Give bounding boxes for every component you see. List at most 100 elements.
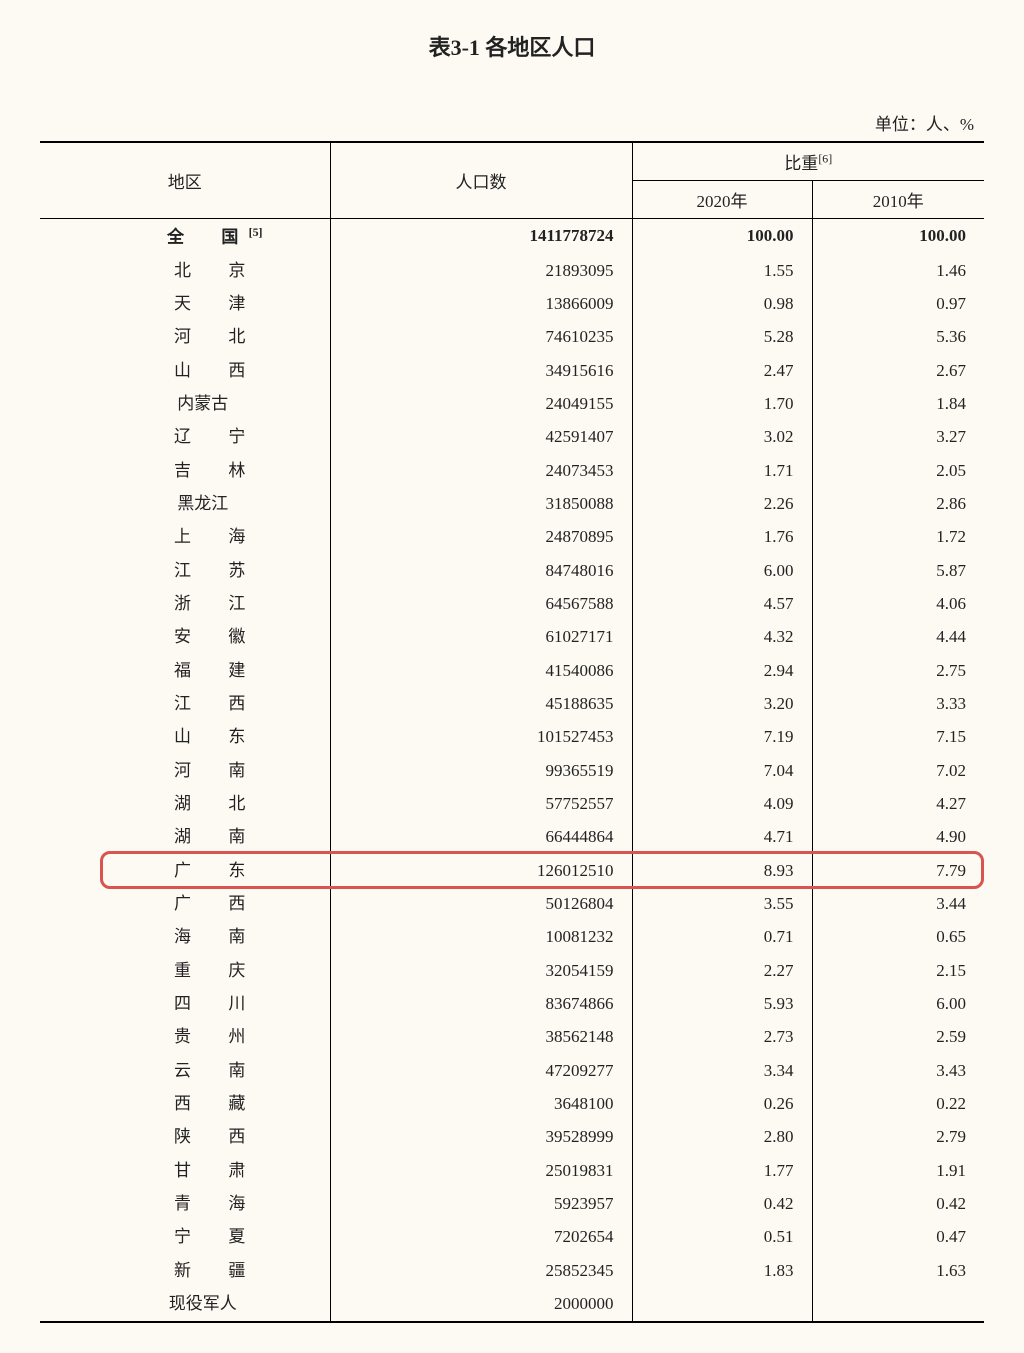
cell-region: 新 疆 xyxy=(40,1254,330,1287)
cell-2010: 3.33 xyxy=(812,687,984,720)
cell-2020: 2.73 xyxy=(632,1021,812,1054)
table-row: 内蒙古240491551.701.84 xyxy=(40,387,984,420)
cell-region: 贵 州 xyxy=(40,1021,330,1054)
table-row: 浙 江645675884.574.06 xyxy=(40,587,984,620)
cell-2020: 3.55 xyxy=(632,888,812,921)
table-row: 山 西349156162.472.67 xyxy=(40,354,984,387)
cell-2010: 7.79 xyxy=(812,854,984,887)
cell-2020: 1.76 xyxy=(632,521,812,554)
cell-population: 13866009 xyxy=(330,287,632,320)
cell-population: 50126804 xyxy=(330,888,632,921)
table-row: 黑龙江318500882.262.86 xyxy=(40,487,984,520)
header-2020: 2020年 xyxy=(632,181,812,219)
cell-2010: 2.79 xyxy=(812,1121,984,1154)
cell-2020: 0.98 xyxy=(632,287,812,320)
cell-2010: 1.91 xyxy=(812,1154,984,1187)
table-body: 全 国[5]1411778724100.00100.00北 京218930951… xyxy=(40,219,984,1323)
cell-region: 陕 西 xyxy=(40,1121,330,1154)
cell-region: 山 西 xyxy=(40,354,330,387)
table-row: 重 庆320541592.272.15 xyxy=(40,954,984,987)
cell-2020: 7.19 xyxy=(632,721,812,754)
cell-2020: 100.00 xyxy=(632,219,812,255)
cell-population: 24073453 xyxy=(330,454,632,487)
cell-region: 四 川 xyxy=(40,988,330,1021)
cell-population: 31850088 xyxy=(330,487,632,520)
table-row: 河 北746102355.285.36 xyxy=(40,321,984,354)
cell-population: 57752557 xyxy=(330,788,632,821)
cell-population: 24049155 xyxy=(330,387,632,420)
cell-region: 河 北 xyxy=(40,321,330,354)
cell-2010: 1.46 xyxy=(812,254,984,287)
cell-2020: 4.09 xyxy=(632,788,812,821)
cell-2010: 7.15 xyxy=(812,721,984,754)
cell-2020: 2.80 xyxy=(632,1121,812,1154)
table-row: 辽 宁425914073.023.27 xyxy=(40,421,984,454)
cell-2020: 1.70 xyxy=(632,387,812,420)
cell-population: 99365519 xyxy=(330,754,632,787)
cell-2020: 0.42 xyxy=(632,1188,812,1221)
cell-2010: 4.44 xyxy=(812,621,984,654)
cell-2020: 3.20 xyxy=(632,687,812,720)
cell-region: 广 西 xyxy=(40,888,330,921)
cell-2020: 3.02 xyxy=(632,421,812,454)
cell-population: 34915616 xyxy=(330,354,632,387)
cell-population: 25852345 xyxy=(330,1254,632,1287)
cell-population: 66444864 xyxy=(330,821,632,854)
cell-population: 41540086 xyxy=(330,654,632,687)
cell-region: 河 南 xyxy=(40,754,330,787)
table-row-total: 全 国[5]1411778724100.00100.00 xyxy=(40,219,984,255)
table-row: 贵 州385621482.732.59 xyxy=(40,1021,984,1054)
cell-region: 江 西 xyxy=(40,687,330,720)
cell-population: 42591407 xyxy=(330,421,632,454)
cell-2020: 2.26 xyxy=(632,487,812,520)
cell-2010: 0.47 xyxy=(812,1221,984,1254)
cell-2020: 1.77 xyxy=(632,1154,812,1187)
cell-2010: 5.36 xyxy=(812,321,984,354)
cell-2010: 0.97 xyxy=(812,287,984,320)
cell-population: 126012510 xyxy=(330,854,632,887)
header-population: 人口数 xyxy=(330,142,632,219)
table-row: 河 南993655197.047.02 xyxy=(40,754,984,787)
table-row: 广 东1260125108.937.79 xyxy=(40,854,984,887)
header-share: 比重[6] xyxy=(632,142,984,181)
cell-2010 xyxy=(812,1288,984,1322)
table-row: 宁 夏72026540.510.47 xyxy=(40,1221,984,1254)
cell-2020: 4.57 xyxy=(632,587,812,620)
table-row: 北 京218930951.551.46 xyxy=(40,254,984,287)
cell-population: 45188635 xyxy=(330,687,632,720)
cell-2010: 1.72 xyxy=(812,521,984,554)
cell-population: 3648100 xyxy=(330,1088,632,1121)
cell-2010: 4.06 xyxy=(812,587,984,620)
cell-region: 广 东 xyxy=(40,854,330,887)
cell-region: 吉 林 xyxy=(40,454,330,487)
cell-population: 7202654 xyxy=(330,1221,632,1254)
cell-region: 黑龙江 xyxy=(40,487,330,520)
cell-2020: 1.83 xyxy=(632,1254,812,1287)
cell-2010: 2.67 xyxy=(812,354,984,387)
cell-region: 甘 肃 xyxy=(40,1154,330,1187)
cell-2010: 2.59 xyxy=(812,1021,984,1054)
cell-population: 101527453 xyxy=(330,721,632,754)
cell-2020: 2.94 xyxy=(632,654,812,687)
cell-population: 74610235 xyxy=(330,321,632,354)
cell-2010: 6.00 xyxy=(812,988,984,1021)
table-row: 上 海248708951.761.72 xyxy=(40,521,984,554)
table-row: 四 川836748665.936.00 xyxy=(40,988,984,1021)
cell-population: 2000000 xyxy=(330,1288,632,1322)
cell-2010: 2.15 xyxy=(812,954,984,987)
cell-region: 天 津 xyxy=(40,287,330,320)
cell-region: 北 京 xyxy=(40,254,330,287)
cell-population: 83674866 xyxy=(330,988,632,1021)
cell-region: 现役军人 xyxy=(40,1288,330,1322)
cell-population: 61027171 xyxy=(330,621,632,654)
cell-region: 西 藏 xyxy=(40,1088,330,1121)
cell-region: 宁 夏 xyxy=(40,1221,330,1254)
cell-2010: 2.86 xyxy=(812,487,984,520)
header-2010: 2010年 xyxy=(812,181,984,219)
table-header: 地区 人口数 比重[6] 2020年 2010年 xyxy=(40,142,984,219)
table-row: 天 津138660090.980.97 xyxy=(40,287,984,320)
cell-region: 浙 江 xyxy=(40,587,330,620)
cell-2020: 2.47 xyxy=(632,354,812,387)
cell-2010: 5.87 xyxy=(812,554,984,587)
cell-2020: 0.51 xyxy=(632,1221,812,1254)
